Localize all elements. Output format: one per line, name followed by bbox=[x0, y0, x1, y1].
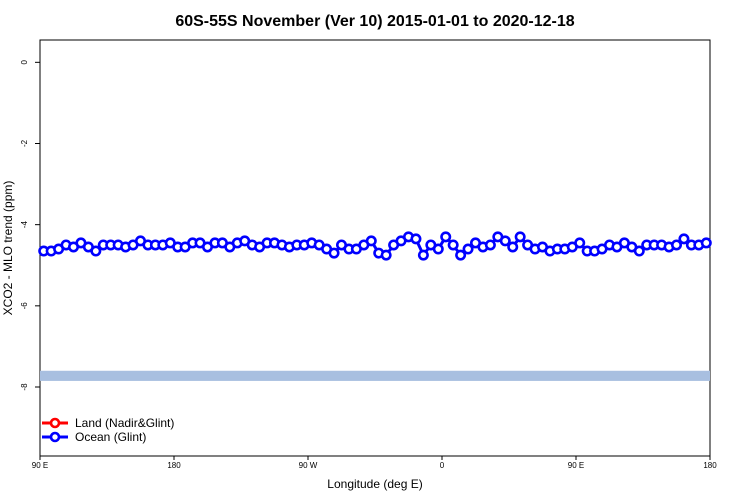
x-tick-label: 90 W bbox=[299, 461, 318, 470]
y-tick-label: -4 bbox=[20, 221, 29, 229]
data-point bbox=[484, 239, 496, 251]
data-point bbox=[447, 239, 459, 251]
chart-title: 60S-55S November (Ver 10) 2015-01-01 to … bbox=[175, 13, 574, 30]
data-point bbox=[455, 249, 467, 261]
legend-entry: Ocean (Glint) bbox=[75, 430, 146, 444]
data-point bbox=[410, 233, 422, 245]
y-axis: 0 -2 -4 -6 -8 bbox=[20, 60, 40, 391]
y-tick-label: -6 bbox=[20, 302, 29, 310]
x-tick-label: 0 bbox=[440, 461, 445, 470]
data-point bbox=[678, 233, 690, 245]
legend-marker bbox=[49, 431, 61, 443]
data-point bbox=[365, 235, 377, 247]
data-point bbox=[507, 241, 519, 253]
x-tick-label: 180 bbox=[703, 461, 717, 470]
legend: Land (Nadir&Glint)Ocean (Glint) bbox=[42, 416, 174, 444]
y-tick-label: -8 bbox=[20, 383, 29, 391]
data-point bbox=[514, 231, 526, 243]
data-point bbox=[499, 235, 511, 247]
data-point bbox=[328, 247, 340, 259]
reference-band-layer bbox=[40, 370, 710, 381]
x-axis: 90 E 180 90 W 0 90 E 180 bbox=[32, 456, 717, 470]
x-tick-label: 90 E bbox=[568, 461, 584, 470]
data-point bbox=[633, 245, 645, 257]
y-axis-label: XCO2 - MLO trend (ppm) bbox=[1, 181, 15, 316]
data-point bbox=[417, 249, 429, 261]
reference-band bbox=[40, 370, 710, 381]
data-point bbox=[432, 243, 444, 255]
data-point bbox=[440, 231, 452, 243]
data-point bbox=[462, 243, 474, 255]
y-tick-label: 0 bbox=[20, 60, 29, 65]
data-point bbox=[670, 239, 682, 251]
x-tick-label: 90 E bbox=[32, 461, 48, 470]
data-point bbox=[90, 245, 102, 257]
x-axis-label: Longitude (deg E) bbox=[327, 477, 422, 491]
data-point bbox=[574, 237, 586, 249]
x-tick-label: 180 bbox=[167, 461, 181, 470]
series-layer bbox=[38, 231, 712, 261]
data-point bbox=[700, 237, 712, 249]
legend-marker bbox=[49, 417, 61, 429]
y-tick-label: -2 bbox=[20, 139, 29, 147]
legend-entry: Land (Nadir&Glint) bbox=[75, 416, 174, 430]
data-point bbox=[380, 249, 392, 261]
